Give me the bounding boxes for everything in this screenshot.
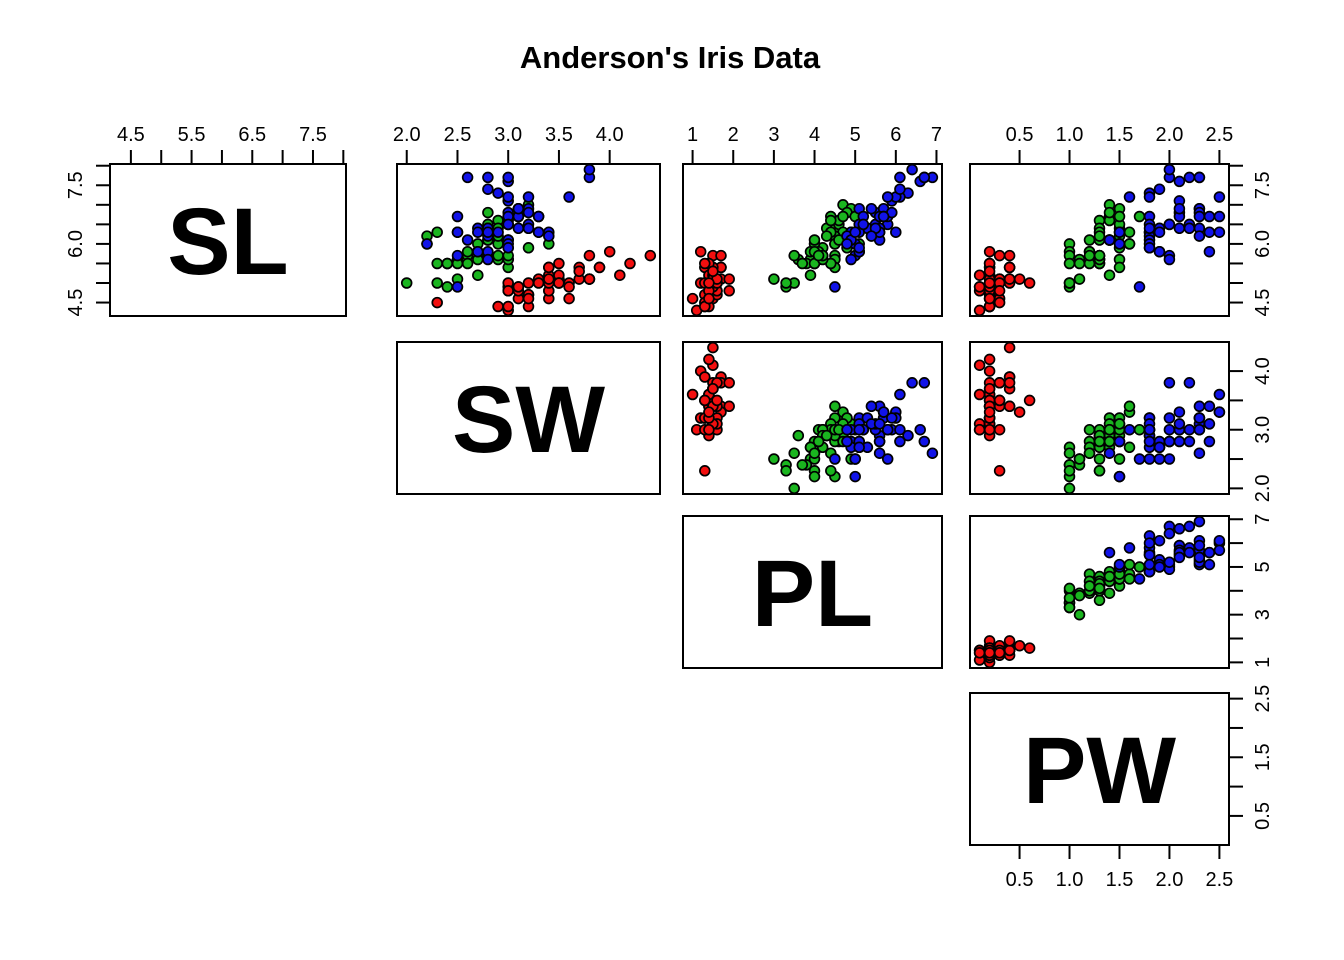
- panel-frame: [396, 163, 661, 317]
- tick-label: 5: [850, 124, 861, 146]
- panel-SL-vs-PW: 0.5 1.0 1.5 2.0 2.5 4.5 6.0 7.5: [969, 124, 1274, 317]
- tick-label: 7: [931, 124, 942, 146]
- axis-top: 1 2 3 4 5 6 7: [687, 124, 942, 164]
- panel-PL: PL: [682, 515, 943, 669]
- series-setosa: [686, 341, 735, 477]
- panel-frame: [969, 692, 1230, 846]
- series-virginica: [829, 377, 939, 483]
- series-setosa: [973, 341, 1036, 477]
- tick-label: 1.0: [1056, 869, 1084, 891]
- panel-frame: [396, 341, 661, 495]
- series-setosa: [431, 245, 657, 317]
- axis-top: 4.5 5.5 6.5 7.5: [117, 124, 345, 164]
- tick-label: 2.0: [393, 124, 421, 146]
- axis-right: 0.5 1.5 2.5: [1229, 685, 1274, 830]
- tick-label: 4.5: [1252, 289, 1274, 317]
- tick-label: 2.0: [1156, 124, 1184, 146]
- tick-label: 1.5: [1252, 743, 1274, 771]
- tick-label: 7.5: [1252, 171, 1274, 199]
- tick-label: 6.0: [1252, 230, 1274, 258]
- tick-label: 4.5: [65, 289, 87, 317]
- diagonal-label-SL: SL: [167, 189, 288, 295]
- tick-label: 4.0: [596, 124, 624, 146]
- tick-label: 2.5: [1206, 124, 1234, 146]
- panel-frame: [682, 341, 943, 495]
- panel-frame: [969, 163, 1230, 317]
- series-virginica: [1103, 515, 1226, 585]
- axis-bottom: 0.5 1.0 1.5 2.0 2.5: [1006, 845, 1234, 891]
- panel-PW: PW 0.5 1.5 2.5 0.5 1.0 1.5 2.0 2.5: [969, 685, 1274, 891]
- series-versicolor: [1063, 400, 1156, 495]
- tick-label: 1.0: [1056, 124, 1084, 146]
- tick-label: 1.5: [1106, 869, 1134, 891]
- tick-label: 7.5: [299, 124, 327, 146]
- axis-right: 1 3 5 7: [1229, 514, 1274, 668]
- panel-frame: [682, 163, 943, 317]
- panel-SL: SL 4.5 5.5 6.5 7.5 4.5 6.0 7.5: [65, 124, 347, 317]
- panel-frame: [682, 515, 943, 669]
- panel-SL-vs-PL: 1 2 3 4 5 6 7: [682, 124, 943, 317]
- axis-right: 2.0 3.0 4.0: [1229, 357, 1274, 502]
- tick-label: 6: [890, 124, 901, 146]
- tick-label: 2.0: [1156, 869, 1184, 891]
- panel-frame: [109, 163, 347, 317]
- tick-label: 1.5: [1106, 124, 1134, 146]
- axis-top: 0.5 1.0 1.5 2.0 2.5: [1006, 124, 1234, 164]
- axis-left: 4.5 6.0 7.5: [65, 164, 110, 317]
- tick-label: 1: [687, 124, 698, 146]
- tick-label: 7.5: [65, 171, 87, 199]
- tick-label: 5.5: [178, 124, 206, 146]
- diagonal-label-SW: SW: [452, 367, 605, 473]
- tick-label: 3.0: [1252, 416, 1274, 444]
- axis-top: 2.0 2.5 3.0 3.5 4.0: [393, 124, 624, 164]
- series-setosa: [686, 245, 735, 317]
- panel-frame: [969, 341, 1230, 495]
- series-virginica: [421, 163, 596, 293]
- tick-label: 2.0: [1252, 474, 1274, 502]
- tick-label: 0.5: [1006, 869, 1034, 891]
- tick-label: 2.5: [444, 124, 472, 146]
- tick-label: 3: [1252, 609, 1274, 620]
- tick-label: 4: [809, 124, 820, 146]
- panel-SL-vs-SW: 2.0 2.5 3.0 3.5 4.0: [393, 124, 661, 317]
- series-setosa: [973, 635, 1036, 669]
- tick-label: 4.0: [1252, 357, 1274, 385]
- panel-PL-vs-PW: 1 3 5 7: [969, 514, 1274, 669]
- tick-label: 6.5: [238, 124, 266, 146]
- tick-label: 0.5: [1006, 124, 1034, 146]
- series-virginica: [1103, 377, 1226, 483]
- tick-label: 2.5: [1252, 685, 1274, 713]
- tick-label: 1: [1252, 657, 1274, 668]
- axis-right: 4.5 6.0 7.5: [1229, 164, 1274, 317]
- tick-label: 3.0: [494, 124, 522, 146]
- diagonal-label-PW: PW: [1023, 718, 1176, 824]
- tick-label: 2.5: [1206, 869, 1234, 891]
- diagonal-label-PL: PL: [752, 541, 873, 647]
- panel-SW: SW: [396, 341, 661, 495]
- panel-SW-vs-PW: 2.0 3.0 4.0: [969, 341, 1274, 502]
- tick-label: 0.5: [1252, 802, 1274, 830]
- series-virginica: [829, 163, 939, 293]
- tick-label: 2: [728, 124, 739, 146]
- panel-SW-vs-PL: [682, 341, 943, 495]
- tick-label: 4.5: [117, 124, 145, 146]
- tick-label: 6.0: [65, 230, 87, 258]
- panel-frame: [969, 515, 1230, 669]
- tick-label: 5: [1252, 561, 1274, 572]
- series-virginica: [1103, 163, 1226, 293]
- tick-label: 3.5: [545, 124, 573, 146]
- chart-title: Anderson's Iris Data: [519, 40, 821, 75]
- tick-label: 3: [768, 124, 779, 146]
- tick-label: 7: [1252, 514, 1274, 525]
- series-setosa: [973, 245, 1036, 317]
